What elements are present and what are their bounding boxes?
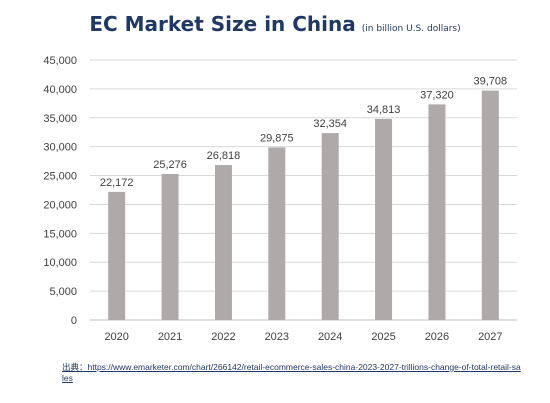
y-tick-label: 45,000 xyxy=(43,55,77,67)
bar xyxy=(375,118,393,321)
bar xyxy=(214,165,232,320)
x-tick-label: 2021 xyxy=(158,331,182,343)
x-tick-label: 2025 xyxy=(371,331,395,343)
y-tick-label: 15,000 xyxy=(43,228,77,240)
x-tick-label: 2023 xyxy=(265,331,289,343)
chart-title-block: EC Market Size in China (in billion U.S. … xyxy=(0,12,550,36)
bar xyxy=(428,104,446,320)
y-tick-label: 40,000 xyxy=(43,84,77,96)
data-label: 32,354 xyxy=(313,118,347,130)
data-label: 25,276 xyxy=(153,159,187,171)
x-tick-label: 2026 xyxy=(425,331,449,343)
y-tick-label: 10,000 xyxy=(43,257,77,269)
x-tick-label: 2020 xyxy=(104,331,128,343)
x-tick-label: 2022 xyxy=(211,331,235,343)
y-tick-label: 0 xyxy=(71,315,77,327)
source-link[interactable]: 出典：https://www.emarketer.com/chart/26614… xyxy=(62,362,521,383)
y-tick-label: 35,000 xyxy=(43,113,77,125)
chart-subtitle: (in billion U.S. dollars) xyxy=(361,24,461,34)
y-tick-label: 20,000 xyxy=(43,199,77,211)
data-label: 37,320 xyxy=(420,89,454,101)
bar xyxy=(268,147,286,320)
bar xyxy=(481,90,499,321)
data-label: 22,172 xyxy=(100,177,134,189)
y-tick-label: 25,000 xyxy=(43,171,77,183)
bar xyxy=(108,191,126,320)
data-label: 34,813 xyxy=(367,104,401,116)
data-label: 26,818 xyxy=(207,150,241,162)
bar xyxy=(321,133,339,320)
chart-title: EC Market Size in China xyxy=(89,12,356,36)
bar xyxy=(161,173,179,320)
x-tick-label: 2027 xyxy=(478,331,502,343)
data-label: 29,875 xyxy=(260,132,294,144)
data-label: 39,708 xyxy=(473,76,507,88)
y-tick-label: 30,000 xyxy=(43,142,77,154)
y-tick-label: 5,000 xyxy=(49,286,77,298)
x-tick-label: 2024 xyxy=(318,331,342,343)
